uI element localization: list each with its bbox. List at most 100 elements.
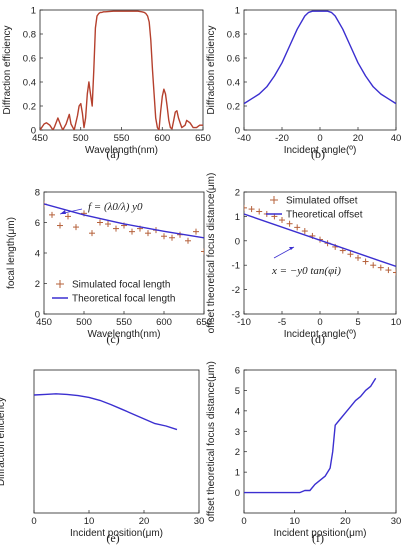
data-point (161, 233, 167, 240)
y-tick-label: 2 (235, 188, 240, 199)
annotation-arrowhead (289, 247, 294, 250)
data-point (286, 220, 293, 227)
x-axis-title: Incident angle(º) (284, 145, 357, 156)
data-point (279, 217, 285, 224)
y-tick-label: -3 (232, 310, 240, 321)
panel-label: (b) (311, 147, 325, 161)
y-tick-label: 0.4 (227, 78, 240, 89)
x-tick-label: 550 (116, 317, 132, 328)
plot-frame (33, 369, 200, 514)
x-tick-label: 5 (355, 317, 360, 328)
data-point (73, 224, 79, 231)
panel-f: 0 10 20 30 0 1 2 3 4 5 6 Incident position(μm) offse… (206, 361, 401, 545)
data-point (393, 269, 396, 276)
panel-label: (c) (106, 332, 119, 346)
series-line (34, 393, 178, 431)
x-tick-label: 600 (156, 317, 172, 328)
plot-area (244, 377, 377, 494)
annotation-formula: x = −y0 tan(φi) (271, 265, 341, 277)
y-tick-label: 0.6 (23, 54, 36, 65)
y-tick-label: 2 (235, 447, 240, 458)
y-axis-title: Diffraction efficiency (2, 25, 13, 114)
x-tick-label: 10 (289, 516, 300, 527)
panel-b: -40 -20 0 20 40 0 0.2 0.4 0.6 0.8 1 Incident angle(… (206, 6, 401, 162)
data-point (385, 267, 392, 274)
plot-frame (243, 9, 397, 131)
series-line (244, 10, 396, 105)
data-point (193, 228, 199, 235)
annotation-formula: f = (λ0/λ) y0 (88, 201, 143, 213)
y-tick-label: 0 (235, 488, 240, 499)
x-tick-label: 0 (31, 516, 36, 527)
x-tick-label: 650 (196, 317, 212, 328)
plot-area (244, 10, 396, 105)
x-tick-label: 30 (391, 516, 402, 527)
y-tick-label: 0.4 (23, 78, 36, 89)
x-tick-label: 20 (353, 133, 364, 144)
x-tick-label: 0 (241, 516, 246, 527)
y-tick-label: 8 (35, 188, 40, 199)
plot-frame (39, 9, 204, 131)
data-point (256, 208, 263, 215)
y-tick-label: 0.2 (23, 102, 36, 113)
y-tick-label: 0 (35, 310, 40, 321)
y-tick-label: 0.6 (227, 54, 240, 65)
y-tick-label: -1 (232, 261, 240, 272)
x-axis-title: Incident position(μm) (70, 528, 163, 539)
x-tick-label: -10 (237, 317, 251, 328)
panel-a: 450 500 550 600 650 0 0.2 0.4 0.6 0.8 1 Wavelength(… (2, 6, 211, 162)
y-tick-label: 4 (35, 249, 40, 260)
series-line (244, 213, 396, 268)
x-tick-label: 450 (36, 317, 52, 328)
x-tick-label: 500 (73, 133, 89, 144)
data-point (129, 228, 135, 235)
y-tick-label: -2 (232, 285, 240, 296)
x-tick-label: -5 (278, 317, 286, 328)
data-point (57, 222, 63, 229)
plot-frame (243, 369, 397, 514)
data-point (113, 225, 119, 232)
y-axis-title: offset theoretical focus distance(μm) (206, 361, 217, 522)
data-point (201, 248, 204, 255)
x-axis-title: Wavelength(nm) (85, 145, 158, 156)
x-tick-label: 450 (32, 133, 48, 144)
y-tick-label: 0.8 (227, 30, 240, 41)
x-axis-title: Incident angle(º) (284, 329, 357, 340)
x-axis-title: Wavelength(nm) (88, 329, 161, 340)
x-tick-label: 600 (154, 133, 170, 144)
y-tick-label: 6 (35, 218, 40, 229)
y-tick-label: 3 (235, 427, 240, 438)
x-tick-label: 20 (139, 516, 150, 527)
annotation-arrowhead (60, 210, 66, 214)
y-tick-label: 6 (235, 366, 240, 377)
data-point (301, 228, 308, 235)
series-line (40, 10, 203, 130)
y-tick-label: 1 (31, 6, 36, 17)
panel-e: 0 10 20 30 Incident position(μm) Diffraction … (0, 369, 205, 545)
plot-area (244, 204, 396, 276)
data-point (377, 264, 384, 271)
legend-label: Simulated focal length (72, 280, 170, 291)
panel-label: (d) (311, 332, 325, 346)
y-tick-label: 4 (235, 406, 240, 417)
y-tick-label: 0.8 (23, 30, 36, 41)
data-point (185, 237, 191, 244)
x-tick-label: 10 (84, 516, 95, 527)
legend-label: Theoretical offset (286, 210, 363, 221)
data-point (248, 206, 255, 213)
panel-label: (a) (106, 147, 119, 161)
panel-label: (e) (106, 531, 119, 545)
y-tick-label: 0 (235, 126, 240, 137)
y-tick-label: 2 (35, 279, 40, 290)
y-tick-label: 1 (235, 6, 240, 17)
legend-label: Simulated offset (286, 196, 358, 207)
data-point (65, 213, 71, 220)
y-axis-title: offset theoretical focus distance(μm) (206, 173, 217, 334)
plot-area (34, 393, 178, 431)
y-tick-label: 1 (235, 212, 240, 223)
data-point (294, 224, 301, 231)
x-tick-label: 30 (194, 516, 205, 527)
x-tick-label: 500 (76, 317, 92, 328)
legend: Simulated offset Theoretical offset (266, 196, 363, 221)
y-axis-title: Diffraction efficiency (206, 25, 217, 114)
